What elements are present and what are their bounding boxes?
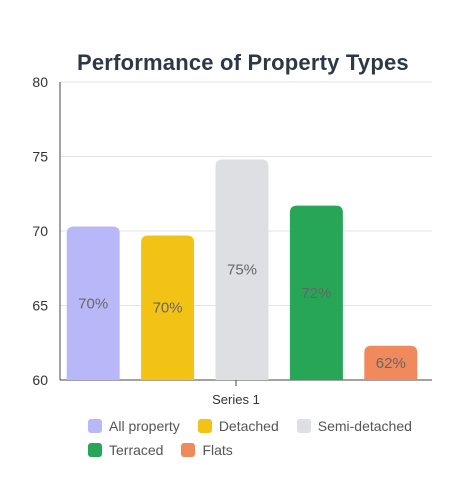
data-label: 70% bbox=[153, 300, 183, 317]
legend-item: Flats bbox=[181, 442, 233, 458]
bar-all-property bbox=[66, 226, 120, 380]
legend-label: Detached bbox=[218, 418, 279, 434]
data-label: 72% bbox=[301, 285, 331, 302]
legend: All property Detached Semi-detached Terrac… bbox=[0, 418, 472, 466]
legend-swatch bbox=[88, 419, 102, 433]
data-label: 62% bbox=[376, 355, 406, 372]
legend-swatch bbox=[181, 443, 196, 457]
bar-semi-detached bbox=[215, 159, 269, 380]
legend-swatch bbox=[296, 419, 311, 433]
legend-item: All property bbox=[88, 418, 180, 434]
y-tick-label: 80 bbox=[32, 74, 48, 90]
bar-detached bbox=[141, 235, 195, 380]
legend-label: All property bbox=[109, 418, 180, 434]
legend-label: Semi-detached bbox=[317, 418, 412, 434]
bar-terraced bbox=[289, 205, 343, 380]
legend-swatch bbox=[88, 443, 102, 457]
y-tick-label: 75 bbox=[32, 149, 48, 165]
y-tick-label: 65 bbox=[32, 298, 48, 314]
legend-label: Terraced bbox=[109, 442, 164, 458]
bar-flats bbox=[364, 345, 418, 380]
chart-title: Performance of Property Types bbox=[77, 50, 409, 75]
y-tick-label: 60 bbox=[32, 372, 48, 388]
data-label: 70% bbox=[78, 295, 108, 312]
x-tick-label: Series 1 bbox=[212, 392, 260, 407]
y-tick-label: 70 bbox=[32, 223, 48, 239]
legend-swatch bbox=[197, 419, 212, 433]
legend-item: Detached bbox=[197, 418, 279, 434]
legend-item: Semi-detached bbox=[296, 418, 412, 434]
legend-label: Flats bbox=[202, 442, 233, 458]
legend-item: Terraced bbox=[88, 442, 163, 458]
data-label: 75% bbox=[227, 262, 257, 279]
